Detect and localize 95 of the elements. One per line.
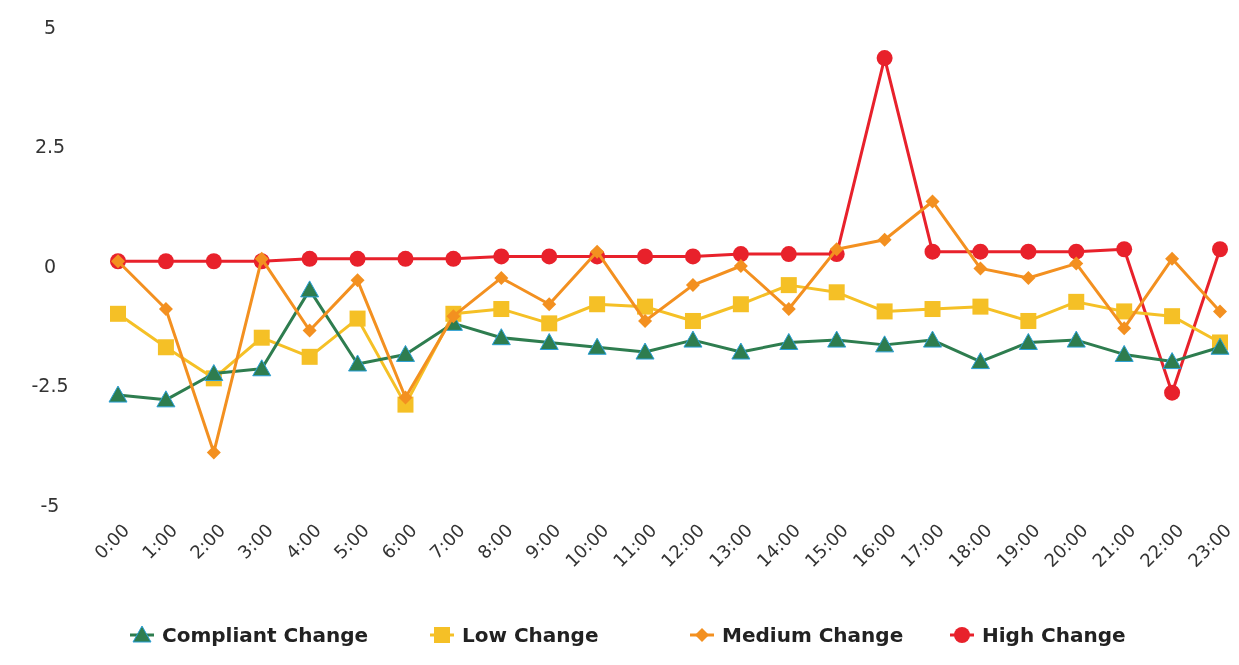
point [1117, 321, 1132, 336]
point [1021, 270, 1036, 285]
point [1020, 312, 1037, 329]
point [446, 309, 461, 324]
point [302, 323, 317, 338]
point [923, 330, 943, 348]
point [301, 348, 318, 365]
point [781, 302, 796, 317]
point [1162, 352, 1182, 370]
point [1116, 303, 1133, 320]
point [1116, 241, 1133, 258]
point [1018, 332, 1038, 350]
point [780, 277, 797, 294]
point [732, 246, 749, 263]
point [301, 250, 318, 267]
point [828, 284, 845, 301]
point [877, 232, 892, 247]
point [300, 280, 320, 298]
point [1068, 293, 1085, 310]
point [491, 328, 511, 346]
point [350, 273, 365, 288]
point [637, 298, 654, 315]
point [683, 330, 703, 348]
point [780, 246, 797, 263]
point [542, 297, 557, 312]
point [494, 270, 509, 285]
legend-label: Compliant Change [162, 623, 369, 647]
point [875, 335, 895, 353]
point [1210, 337, 1230, 355]
point [541, 248, 558, 265]
point [1069, 256, 1084, 271]
point [924, 301, 941, 318]
point [590, 244, 605, 259]
point [1164, 384, 1181, 401]
point [539, 332, 559, 350]
y-tick-label: 0 [43, 254, 57, 277]
point [253, 329, 270, 346]
point [1164, 308, 1181, 325]
point [205, 253, 222, 270]
point [924, 243, 941, 260]
point [779, 332, 799, 350]
point [587, 337, 607, 355]
legend-label: Medium Change [722, 623, 904, 647]
point [925, 194, 940, 209]
point [733, 259, 748, 273]
legend-label: Low Change [462, 623, 599, 647]
y-tick-label: -5 [40, 493, 60, 516]
point [252, 359, 272, 377]
point [684, 248, 701, 265]
point [349, 250, 366, 267]
point [1068, 243, 1085, 260]
point [876, 303, 893, 320]
point [684, 312, 701, 329]
point [731, 342, 751, 360]
y-tick-label: -2.5 [31, 374, 69, 397]
point [398, 390, 413, 405]
y-tick-label: 5 [43, 15, 57, 38]
point [204, 364, 224, 382]
point [1066, 330, 1086, 348]
point [973, 261, 988, 276]
point [206, 445, 221, 460]
point [110, 305, 126, 322]
point [637, 248, 654, 265]
point [1212, 241, 1228, 258]
point [397, 250, 414, 267]
point [158, 302, 173, 317]
point [1114, 344, 1134, 362]
point [156, 390, 176, 408]
point [827, 330, 847, 348]
point [638, 313, 653, 328]
point [493, 248, 510, 265]
point [685, 278, 700, 293]
point [589, 296, 606, 313]
point [829, 242, 844, 257]
point [254, 251, 269, 266]
point [1165, 251, 1180, 266]
point [970, 352, 990, 370]
legend-label: High Change [982, 623, 1126, 647]
point [972, 298, 989, 315]
point [157, 253, 174, 270]
point [541, 315, 558, 332]
point [348, 354, 368, 372]
point [157, 339, 174, 356]
y-tick-label: 2.5 [34, 135, 66, 158]
point [493, 301, 510, 318]
point [1213, 304, 1227, 319]
point [732, 296, 749, 313]
point [445, 250, 462, 267]
point [395, 344, 415, 362]
point [876, 50, 893, 67]
point [349, 310, 366, 327]
point [635, 342, 655, 360]
point [972, 243, 989, 260]
point [1020, 243, 1037, 260]
point [108, 385, 128, 403]
